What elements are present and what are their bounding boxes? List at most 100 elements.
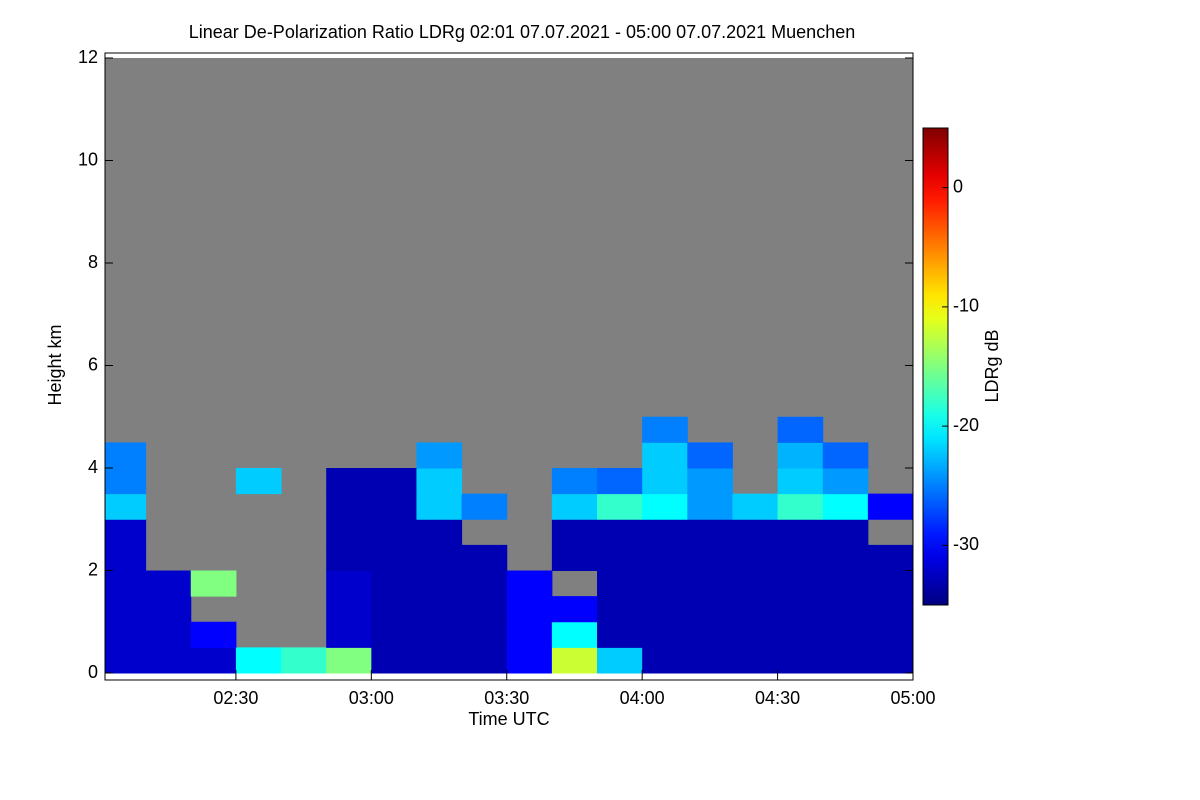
heatmap-cell <box>822 519 869 546</box>
heatmap-cell <box>642 416 688 443</box>
heatmap-cell <box>551 596 598 623</box>
heatmap-cell <box>867 493 914 520</box>
colorbar-tick-label: -20 <box>953 415 979 435</box>
heatmap-cell <box>597 468 643 495</box>
heatmap-cell <box>416 442 463 469</box>
heatmap-cell <box>105 468 147 495</box>
heatmap-cell <box>105 647 147 674</box>
x-axis-label: Time UTC <box>468 709 549 729</box>
heatmap-cell <box>326 493 372 520</box>
heatmap-cell <box>687 596 733 623</box>
heatmap-cell <box>732 596 779 623</box>
heatmap-cell <box>416 621 463 648</box>
heatmap-cell <box>687 621 733 648</box>
heatmap-cell <box>105 493 147 520</box>
heatmap-cell <box>777 621 824 648</box>
heatmap-cell <box>105 544 147 571</box>
heatmap-cell <box>326 468 372 495</box>
heatmap-cell <box>461 493 508 520</box>
heatmap-cell <box>867 596 914 623</box>
heatmap-cell <box>642 647 688 674</box>
heatmap-cell <box>506 570 553 597</box>
y-tick-label: 2 <box>88 559 98 579</box>
heatmap-cell <box>281 647 327 674</box>
heatmap-cell <box>687 493 733 520</box>
heatmap-cell <box>777 647 824 674</box>
colorbar-tick-label: 0 <box>953 176 963 196</box>
heatmap-cell <box>371 621 417 648</box>
heatmap-cell <box>190 570 237 597</box>
heatmap-cell <box>597 570 643 597</box>
heatmap-cell <box>822 596 869 623</box>
heatmap-cell <box>867 621 914 648</box>
heatmap-cell <box>416 468 463 495</box>
heatmap-cell <box>416 544 463 571</box>
heatmap-cell <box>777 570 824 597</box>
heatmap-cell <box>822 442 869 469</box>
heatmap-cell <box>597 621 643 648</box>
heatmap-cell <box>687 544 733 571</box>
heatmap-cell <box>777 596 824 623</box>
heatmap-cell <box>867 647 914 674</box>
heatmap-cell <box>867 544 914 571</box>
heatmap-cell <box>371 570 417 597</box>
heatmap-cell <box>145 621 192 648</box>
heatmap-cell <box>642 442 688 469</box>
x-tick-label: 04:30 <box>755 688 800 708</box>
heatmap-cell <box>642 570 688 597</box>
y-tick-label: 0 <box>88 662 98 682</box>
heatmap-cell <box>687 519 733 546</box>
heatmap-cell <box>416 596 463 623</box>
heatmap-cell <box>551 519 598 546</box>
heatmap-cell <box>551 468 598 495</box>
heatmap-cell <box>416 570 463 597</box>
x-tick-label: 05:00 <box>890 688 935 708</box>
heatmap-cell <box>506 621 553 648</box>
heatmap-cell <box>371 519 417 546</box>
chart-title: Linear De-Polarization Ratio LDRg 02:01 … <box>189 22 855 42</box>
heatmap-cell <box>777 493 824 520</box>
heatmap-cell <box>597 596 643 623</box>
x-tick-label: 03:00 <box>349 688 394 708</box>
heatmap-cell <box>597 519 643 546</box>
colorbar-tick-label: -10 <box>953 296 979 316</box>
heatmap-cell <box>461 621 508 648</box>
heatmap-cell <box>642 468 688 495</box>
heatmap-cell <box>642 596 688 623</box>
heatmap-cell <box>642 544 688 571</box>
heatmap-cell <box>822 468 869 495</box>
heatmap-cell <box>867 570 914 597</box>
heatmap-cell <box>732 493 779 520</box>
heatmap-cell <box>461 544 508 571</box>
heatmap-cell <box>145 596 192 623</box>
heatmap-cell <box>597 544 643 571</box>
heatmap-cell <box>642 493 688 520</box>
colorbar-tick-label: -30 <box>953 534 979 554</box>
heatmap-cell <box>822 621 869 648</box>
heatmap-cell <box>777 519 824 546</box>
heatmap-cell <box>551 493 598 520</box>
x-tick-label: 03:30 <box>484 688 529 708</box>
heatmap-cell <box>506 596 553 623</box>
heatmap-cell <box>371 468 417 495</box>
heatmap-cell <box>326 544 372 571</box>
heatmap-cell <box>326 596 372 623</box>
heatmap-cell <box>777 544 824 571</box>
heatmap-cell <box>461 647 508 674</box>
heatmap-cell <box>506 647 553 674</box>
heatmap-cell <box>642 621 688 648</box>
heatmap-cell <box>732 621 779 648</box>
y-tick-label: 12 <box>78 47 98 67</box>
heatmap-cell <box>235 647 282 674</box>
heatmap-cell <box>105 596 147 623</box>
heatmap-cell <box>105 519 147 546</box>
heatmap-cell <box>732 544 779 571</box>
y-axis-label: Height km <box>45 324 65 405</box>
y-tick-label: 8 <box>88 252 98 272</box>
heatmap-cell <box>190 621 237 648</box>
heatmap-cell <box>105 621 147 648</box>
heatmap-cell <box>551 544 598 571</box>
heatmap-cell <box>687 468 733 495</box>
heatmap-cell <box>777 442 824 469</box>
